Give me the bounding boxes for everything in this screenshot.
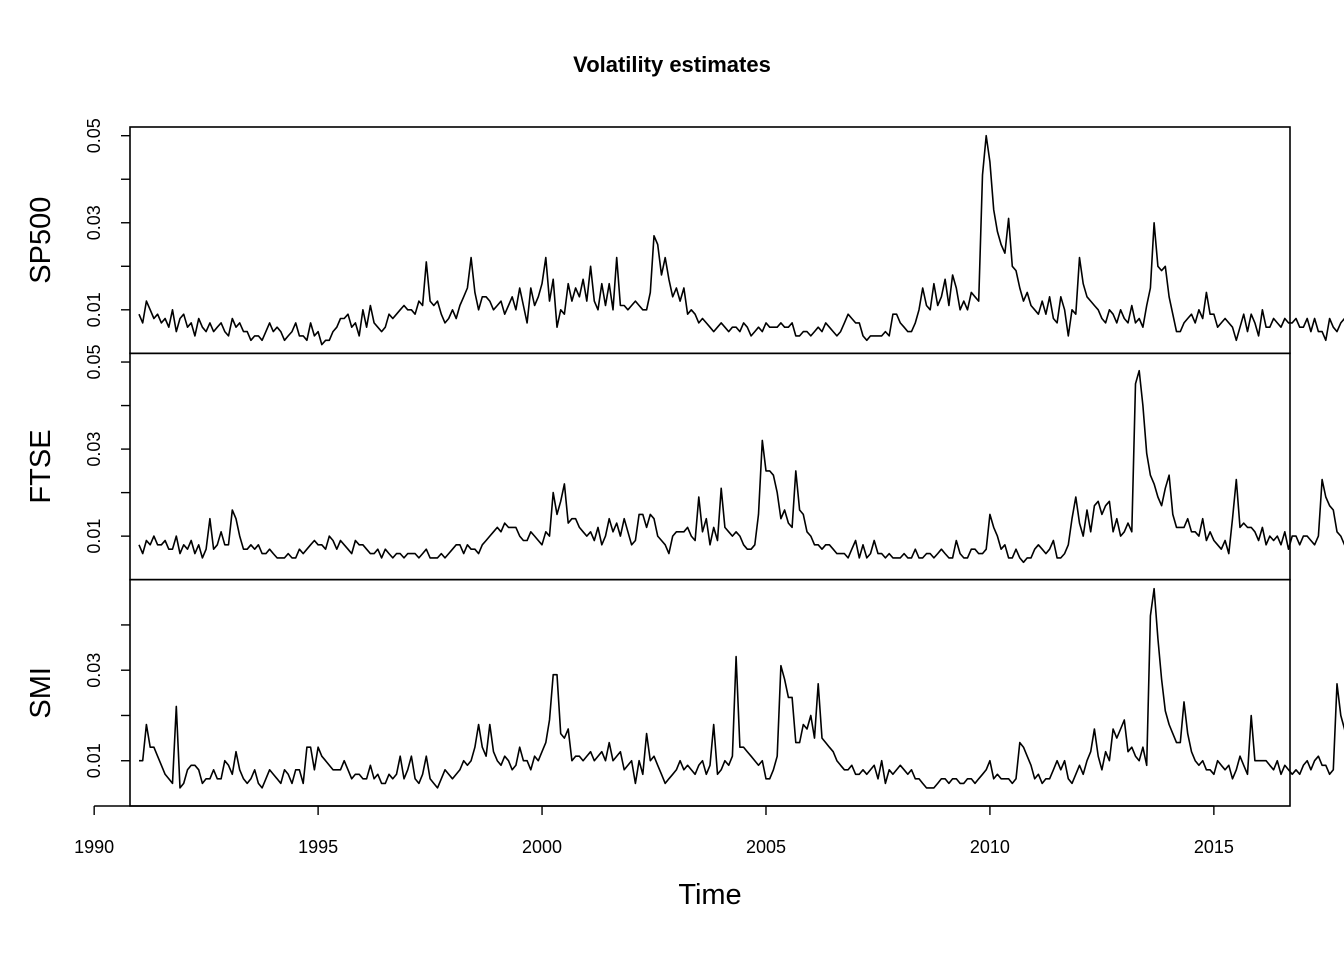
x-tick-label: 2010 xyxy=(970,837,1010,857)
chart-title: Volatility estimates xyxy=(573,52,771,77)
y-tick-label: 0.05 xyxy=(84,118,104,153)
panel-sp500: 0.01 0.03 0.05 SP500 xyxy=(25,118,1344,355)
panel-label-ftse: FTSE xyxy=(25,429,57,503)
x-tick-label: 2000 xyxy=(522,837,562,857)
series-line-smi xyxy=(139,587,1344,789)
y-tick-label: 0.01 xyxy=(84,292,104,327)
y-tick-label: 0.05 xyxy=(84,345,104,380)
y-tick-label: 0.03 xyxy=(84,432,104,467)
y-tick-label: 0.01 xyxy=(84,743,104,778)
x-tick-label: 2015 xyxy=(1194,837,1234,857)
x-axis-label: Time xyxy=(678,879,741,911)
x-tick-label: 1995 xyxy=(298,837,338,857)
panel-smi: 0.01 0.03 SMI xyxy=(25,578,1344,807)
panel-frame xyxy=(129,352,1291,581)
y-tick-label: 0.03 xyxy=(84,205,104,240)
panels-group: 0.010.030.05SP5000.010.030.05FTSE0.010.0… xyxy=(25,118,1344,807)
x-tick-label: 1990 xyxy=(74,837,114,857)
y-tick-label: 0.01 xyxy=(84,519,104,554)
y-tick-label: 0.03 xyxy=(84,653,104,688)
panel-ftse: 0.01 0.03 0.05 FTSE xyxy=(25,345,1344,581)
panel-label-sp500: SP500 xyxy=(25,197,57,284)
panel-label-smi: SMI xyxy=(25,667,57,719)
x-axis: 1990 1995 2000 2005 2010 2015 xyxy=(74,805,1234,857)
x-tick-label: 2005 xyxy=(746,837,786,857)
series-line-sp500 xyxy=(138,134,1344,346)
series-line-ftse xyxy=(138,369,1344,564)
